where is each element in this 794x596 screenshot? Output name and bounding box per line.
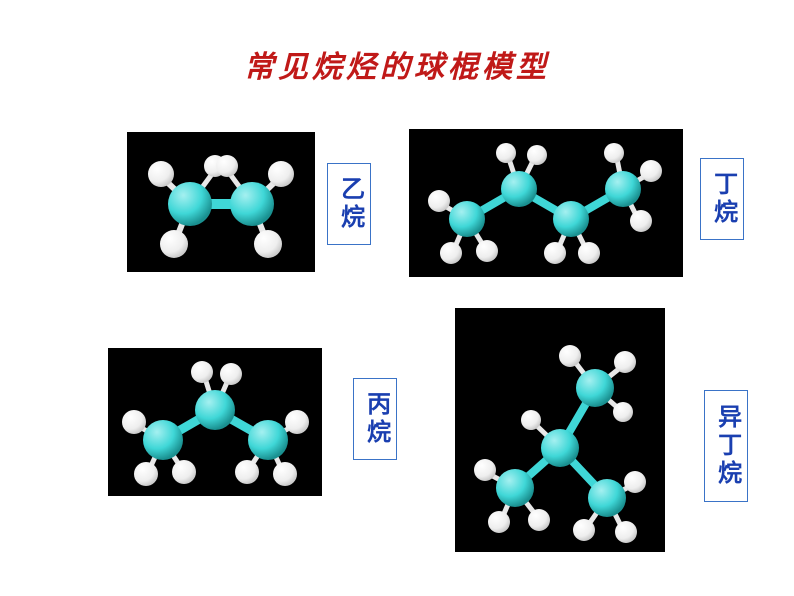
page-title: 常见烷烃的球棍模型 — [0, 42, 794, 86]
molecule-isobutane — [455, 308, 665, 552]
molecule-ethane — [127, 132, 315, 272]
label-isobutane: 异丁烷 — [704, 390, 748, 502]
label-propane: 丙烷 — [353, 378, 397, 460]
label-ethane: 乙烷 — [327, 163, 371, 245]
label-butane: 丁烷 — [700, 158, 744, 240]
molecule-butane — [409, 129, 683, 277]
molecule-propane — [108, 348, 322, 496]
